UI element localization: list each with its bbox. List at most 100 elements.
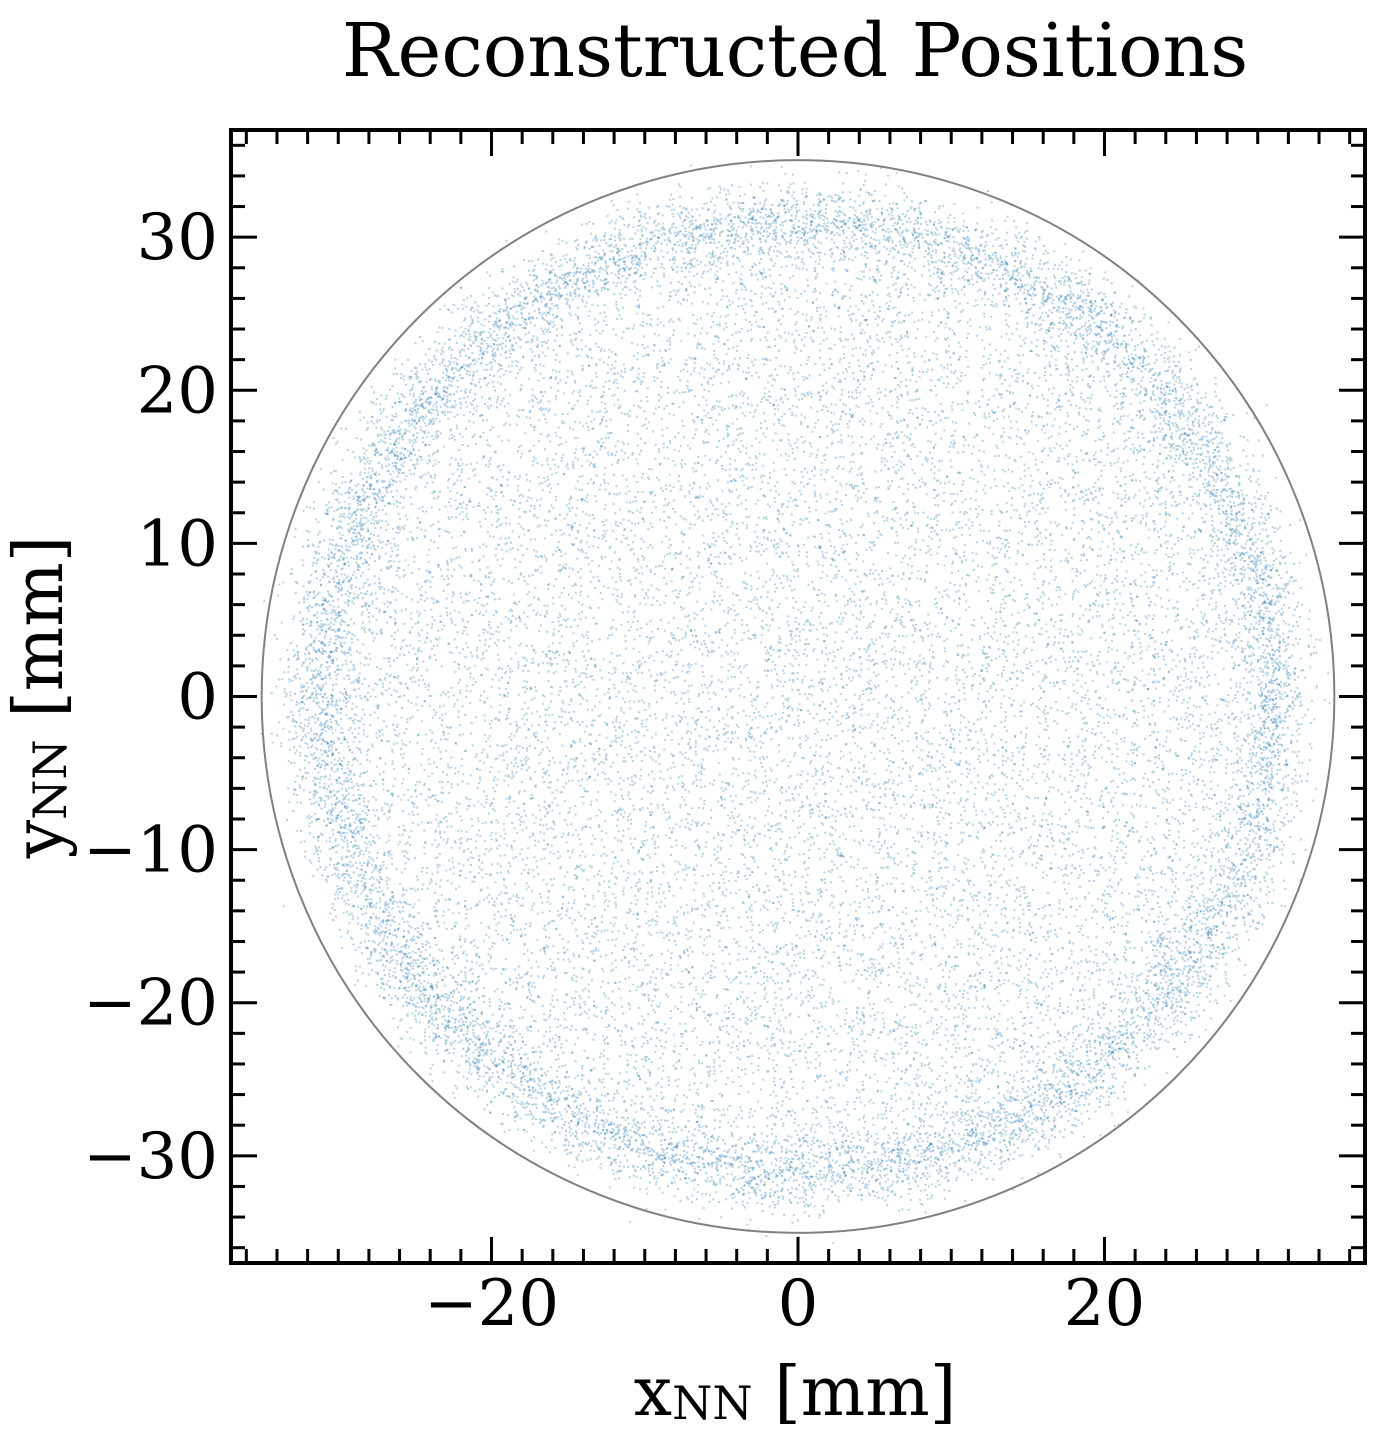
scatter-point <box>1115 792 1117 794</box>
scatter-point <box>1019 895 1021 897</box>
scatter-point <box>340 621 342 623</box>
scatter-point <box>1071 1124 1073 1126</box>
scatter-point <box>991 510 993 512</box>
scatter-point <box>1266 593 1268 595</box>
scatter-point <box>1205 392 1207 394</box>
scatter-point <box>727 814 729 816</box>
scatter-point <box>825 471 827 473</box>
scatter-point <box>288 801 290 803</box>
scatter-point <box>551 884 553 886</box>
scatter-point <box>691 247 693 249</box>
scatter-point <box>981 825 983 827</box>
scatter-point <box>1203 559 1205 561</box>
scatter-point <box>334 909 336 911</box>
scatter-point <box>611 220 613 222</box>
scatter-point <box>1297 602 1299 604</box>
scatter-point <box>707 303 709 305</box>
scatter-point <box>886 769 888 771</box>
scatter-point <box>412 716 414 718</box>
scatter-point <box>1250 655 1252 657</box>
scatter-point <box>521 317 523 319</box>
scatter-point <box>652 871 654 873</box>
scatter-point <box>721 639 723 641</box>
scatter-point <box>1205 695 1207 697</box>
scatter-point <box>907 564 909 566</box>
scatter-point <box>548 1016 550 1018</box>
scatter-point <box>1117 670 1119 672</box>
scatter-point <box>856 277 858 279</box>
scatter-point <box>845 718 847 720</box>
scatter-point <box>1075 309 1077 311</box>
scatter-point <box>678 777 680 779</box>
scatter-point <box>1020 853 1022 855</box>
scatter-point <box>348 746 350 748</box>
scatter-point <box>488 813 490 815</box>
scatter-point <box>657 259 659 261</box>
scatter-point <box>1042 300 1044 302</box>
scatter-point <box>749 1116 751 1118</box>
scatter-point <box>1139 417 1141 419</box>
scatter-point <box>392 586 394 588</box>
scatter-point <box>663 520 665 522</box>
scatter-point <box>878 388 880 390</box>
scatter-point <box>835 201 837 203</box>
scatter-point <box>1107 375 1109 377</box>
scatter-point <box>1225 978 1227 980</box>
scatter-point <box>1101 514 1103 516</box>
scatter-point <box>485 848 487 850</box>
scatter-point <box>462 436 464 438</box>
scatter-point <box>862 329 864 331</box>
scatter-point <box>800 1004 802 1006</box>
scatter-point <box>559 642 561 644</box>
scatter-point <box>1025 827 1027 829</box>
scatter-point <box>1243 689 1245 691</box>
scatter-point <box>1027 979 1029 981</box>
scatter-point <box>435 883 437 885</box>
scatter-point <box>957 909 959 911</box>
scatter-point <box>1169 351 1171 353</box>
scatter-point <box>1226 496 1228 498</box>
scatter-point <box>1060 374 1062 376</box>
scatter-point <box>1159 431 1161 433</box>
scatter-point <box>816 1173 818 1175</box>
scatter-point <box>996 374 998 376</box>
scatter-point <box>797 953 799 955</box>
scatter-point <box>1250 664 1252 666</box>
scatter-point <box>804 1212 806 1214</box>
scatter-point <box>408 972 410 974</box>
scatter-point <box>344 837 346 839</box>
scatter-point <box>1007 1000 1009 1002</box>
scatter-point <box>362 972 364 974</box>
scatter-point <box>1022 852 1024 854</box>
scatter-point <box>561 1043 563 1045</box>
scatter-point <box>858 406 860 408</box>
scatter-point <box>778 901 780 903</box>
scatter-point <box>397 675 399 677</box>
scatter-point <box>335 620 337 622</box>
scatter-point <box>397 476 399 478</box>
scatter-point <box>653 597 655 599</box>
scatter-point <box>810 1062 812 1064</box>
scatter-point <box>1098 1022 1100 1024</box>
plot-area <box>260 160 1334 1244</box>
scatter-point <box>497 1076 499 1078</box>
scatter-point <box>1209 771 1211 773</box>
scatter-point <box>738 1076 740 1078</box>
scatter-point <box>339 699 341 701</box>
scatter-point <box>691 807 693 809</box>
scatter-point <box>594 495 596 497</box>
scatter-point <box>765 208 767 210</box>
scatter-point <box>875 570 877 572</box>
scatter-point <box>871 216 873 218</box>
scatter-point <box>636 948 638 950</box>
scatter-point <box>945 724 947 726</box>
scatter-point <box>763 1169 765 1171</box>
scatter-point <box>748 219 750 221</box>
scatter-point <box>684 495 686 497</box>
scatter-point <box>963 1138 965 1140</box>
scatter-point <box>827 1035 829 1037</box>
scatter-point <box>366 771 368 773</box>
scatter-point <box>481 869 483 871</box>
scatter-point <box>812 1108 814 1110</box>
scatter-point <box>703 1106 705 1108</box>
